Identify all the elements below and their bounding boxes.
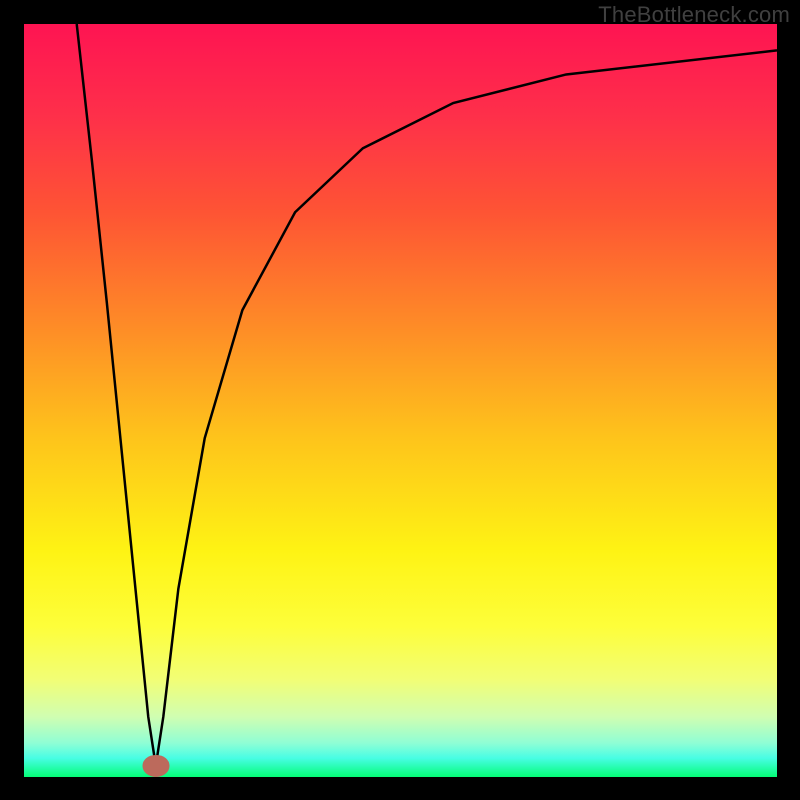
bottleneck-curve — [24, 24, 777, 777]
minimum-marker — [142, 755, 169, 777]
canvas: TheBottleneck.com — [0, 0, 800, 800]
watermark-text: TheBottleneck.com — [598, 2, 790, 28]
plot-area — [24, 24, 777, 777]
